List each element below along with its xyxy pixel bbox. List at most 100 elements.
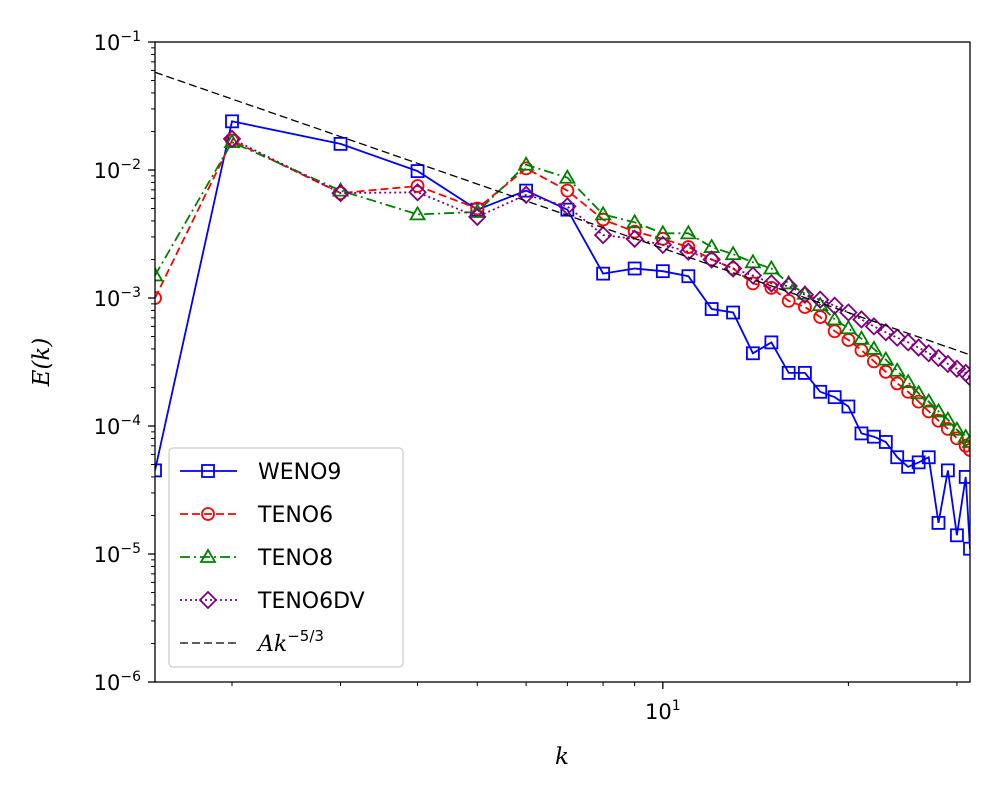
data-point xyxy=(841,399,856,414)
data-point xyxy=(625,229,644,249)
data-point xyxy=(909,338,928,357)
data-point xyxy=(931,413,946,428)
data-point xyxy=(468,203,486,218)
series-line-3 xyxy=(231,138,970,378)
data-point xyxy=(746,276,760,291)
data-point xyxy=(155,463,162,478)
data-point xyxy=(797,300,812,314)
data-point xyxy=(726,261,740,276)
data-point xyxy=(921,450,936,465)
data-point xyxy=(876,322,896,342)
data-point xyxy=(888,361,906,377)
data-point xyxy=(702,250,721,269)
data-point xyxy=(899,373,917,389)
data-point xyxy=(724,245,742,261)
x-tick-label: 101 xyxy=(645,698,681,724)
data-point xyxy=(887,328,907,347)
data-point xyxy=(864,317,884,336)
series-line-1 xyxy=(155,139,970,451)
data-point xyxy=(947,359,967,379)
legend-box xyxy=(168,447,404,668)
data-point xyxy=(779,276,798,296)
y-tick-label: 10−2 xyxy=(94,157,141,183)
data-point xyxy=(795,285,815,305)
data-point xyxy=(704,302,719,316)
data-point xyxy=(681,240,696,254)
series-3 xyxy=(222,129,970,387)
data-point xyxy=(958,470,970,484)
series-layer xyxy=(155,71,970,556)
data-point xyxy=(762,274,781,293)
data-point xyxy=(890,450,905,465)
data-point xyxy=(865,340,883,355)
data-point xyxy=(408,205,427,221)
data-point xyxy=(744,253,762,269)
data-point xyxy=(333,136,348,151)
data-point xyxy=(519,183,534,198)
data-point xyxy=(517,155,535,171)
data-point xyxy=(516,185,536,205)
data-point xyxy=(558,197,577,216)
data-point xyxy=(950,528,964,543)
data-point xyxy=(331,183,350,203)
data-point xyxy=(222,129,242,149)
data-point xyxy=(594,205,612,221)
data-point xyxy=(155,266,164,282)
legend-item: TENO6DV xyxy=(180,589,365,614)
plot-frame xyxy=(154,41,971,683)
ticks-layer: 101 10−1 10−2 10−3 10−4 10−5 10−6 xyxy=(94,29,958,724)
data-point xyxy=(940,463,955,478)
legend-label: WENO9 xyxy=(258,460,341,485)
data-point xyxy=(596,266,611,281)
data-point xyxy=(762,259,780,275)
data-point xyxy=(939,410,957,426)
data-point xyxy=(961,433,970,448)
data-point xyxy=(627,224,642,239)
data-point xyxy=(813,310,828,324)
data-point xyxy=(655,264,670,279)
series-4 xyxy=(155,71,970,356)
data-point xyxy=(764,335,779,350)
y-axis-label: E(k) xyxy=(29,338,55,388)
legend-item: TENO8 xyxy=(180,546,333,571)
data-point xyxy=(679,242,698,261)
data-point xyxy=(901,384,916,399)
data-point xyxy=(654,224,672,240)
legend-marker xyxy=(198,590,218,610)
data-point xyxy=(920,392,938,408)
data-point xyxy=(958,438,970,453)
data-point xyxy=(653,235,673,255)
data-point xyxy=(878,435,893,449)
legend-item: WENO9 xyxy=(180,460,341,485)
data-point xyxy=(898,333,918,352)
data-point xyxy=(960,368,970,387)
data-point xyxy=(950,431,964,446)
y-tick-label: 10−1 xyxy=(94,29,141,55)
data-point xyxy=(826,310,844,326)
legend-label: TENO6 xyxy=(257,503,333,528)
data-point xyxy=(155,291,162,305)
data-point xyxy=(743,266,763,285)
data-point xyxy=(852,330,871,345)
data-point xyxy=(929,348,948,368)
data-point xyxy=(901,459,916,474)
legend-marker xyxy=(201,464,215,478)
data-point xyxy=(931,515,946,530)
data-point xyxy=(593,225,613,245)
data-point xyxy=(468,207,487,227)
data-point xyxy=(410,179,425,193)
data-point xyxy=(627,261,642,276)
y-tick-label: 10−6 xyxy=(94,669,141,695)
data-point xyxy=(796,284,814,300)
data-point xyxy=(963,443,970,457)
legend-marker xyxy=(201,507,215,521)
data-point xyxy=(764,280,779,295)
data-point xyxy=(470,201,485,216)
data-point xyxy=(813,384,828,399)
legend-marker xyxy=(199,548,217,563)
data-point xyxy=(839,319,857,335)
series-line-4 xyxy=(155,71,970,356)
x-axis-label: k xyxy=(555,744,569,770)
data-point xyxy=(225,114,239,129)
legend-item: Ak−5/3 xyxy=(180,627,324,657)
